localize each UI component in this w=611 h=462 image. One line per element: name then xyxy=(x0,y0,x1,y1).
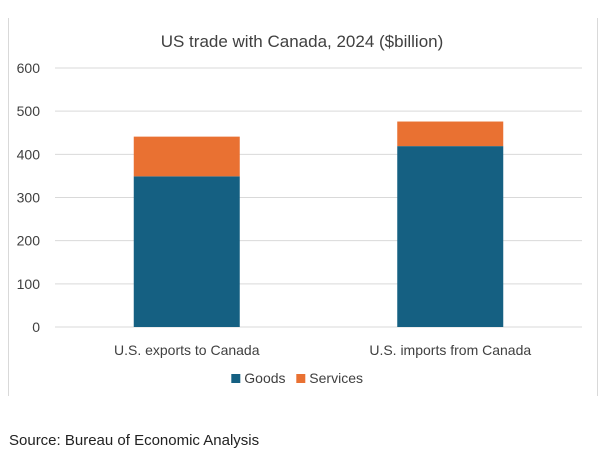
chart-title: US trade with Canada, 2024 ($billion) xyxy=(161,32,444,51)
y-tick-label: 300 xyxy=(17,190,41,206)
category-label: U.S. imports from Canada xyxy=(369,342,531,358)
legend-swatch-services xyxy=(296,374,306,383)
bar-goods-1 xyxy=(133,176,240,327)
bar-services-2 xyxy=(397,121,504,147)
legend: Goods Services xyxy=(231,370,363,386)
y-tick-label: 500 xyxy=(17,103,41,119)
y-axis-tick-labels: 0 100 200 300 400 500 600 xyxy=(17,60,41,335)
legend-label-goods: Goods xyxy=(244,370,285,386)
legend-swatch-goods xyxy=(231,374,241,383)
category-labels: U.S. exports to Canada U.S. imports from … xyxy=(114,342,531,358)
y-tick-label: 400 xyxy=(17,146,41,162)
y-tick-label: 100 xyxy=(17,276,41,292)
bars xyxy=(133,121,504,327)
bar-services-1 xyxy=(133,136,240,177)
category-label: U.S. exports to Canada xyxy=(114,342,260,358)
y-tick-label: 200 xyxy=(17,233,41,249)
y-tick-label: 600 xyxy=(17,60,41,76)
y-tick-label: 0 xyxy=(32,319,40,335)
chart-frame xyxy=(8,18,598,396)
legend-label-services: Services xyxy=(309,370,363,386)
source-note: Source: Bureau of Economic Analysis xyxy=(9,432,260,449)
bar-goods-2 xyxy=(397,146,504,327)
stacked-bar-chart: US trade with Canada, 2024 ($billion) 0 1… xyxy=(17,32,582,386)
